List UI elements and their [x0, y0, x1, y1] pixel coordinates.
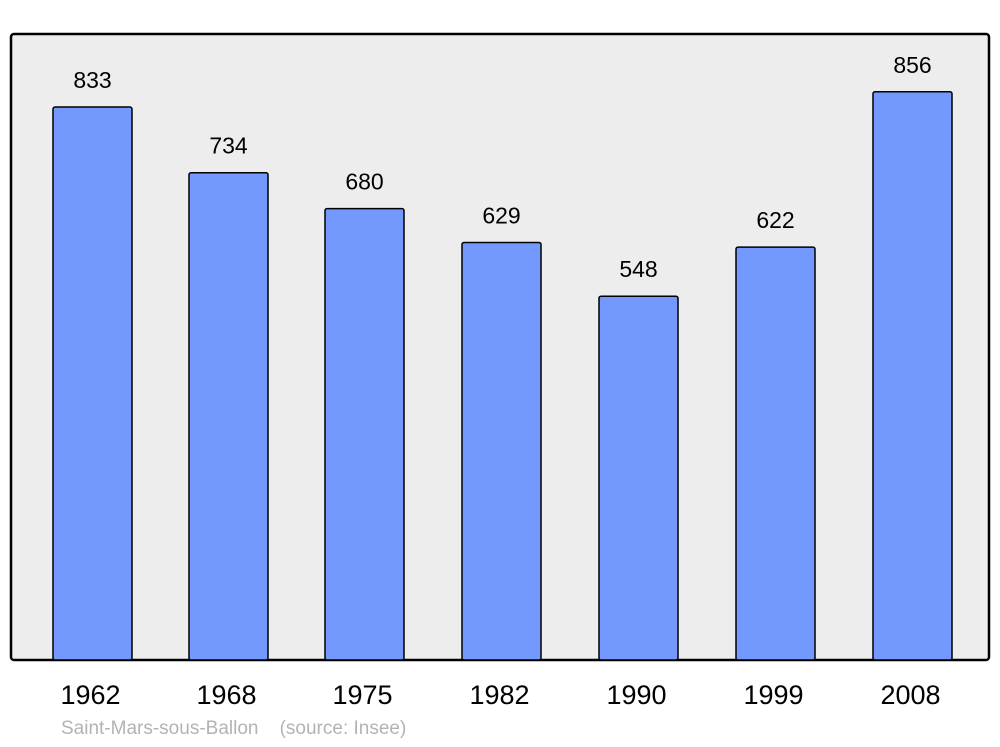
bar-2008	[872, 91, 953, 661]
data-label-1962: 833	[73, 67, 111, 93]
x-tick-label-1975: 1975	[332, 680, 392, 710]
footer-place: Saint-Mars-sous-Ballon	[61, 718, 259, 739]
data-label-1990: 548	[619, 256, 657, 282]
chart-footer: Saint-Mars-sous-Ballon (source: Insee)	[61, 718, 406, 740]
data-label-1982: 629	[482, 202, 520, 228]
data-label-2008: 856	[893, 52, 931, 78]
x-tick-label-2008: 2008	[880, 680, 940, 710]
data-label-1968: 734	[209, 133, 248, 159]
x-tick-label-1982: 1982	[469, 680, 529, 710]
data-label-1975: 680	[345, 169, 383, 195]
bar-1990	[598, 295, 679, 661]
x-tick-label-1990: 1990	[606, 680, 666, 710]
bar-1968	[188, 171, 269, 661]
bar-1962	[52, 106, 133, 661]
data-label-1999: 622	[756, 207, 794, 233]
bar-1999	[735, 246, 816, 661]
x-tick-label-1962: 1962	[60, 680, 120, 710]
footer-source: (source: Insee)	[279, 718, 407, 739]
bar-1975	[324, 207, 405, 661]
x-tick-label-1968: 1968	[196, 680, 256, 710]
x-tick-label-1999: 1999	[743, 680, 803, 710]
bar-1982	[461, 241, 542, 661]
